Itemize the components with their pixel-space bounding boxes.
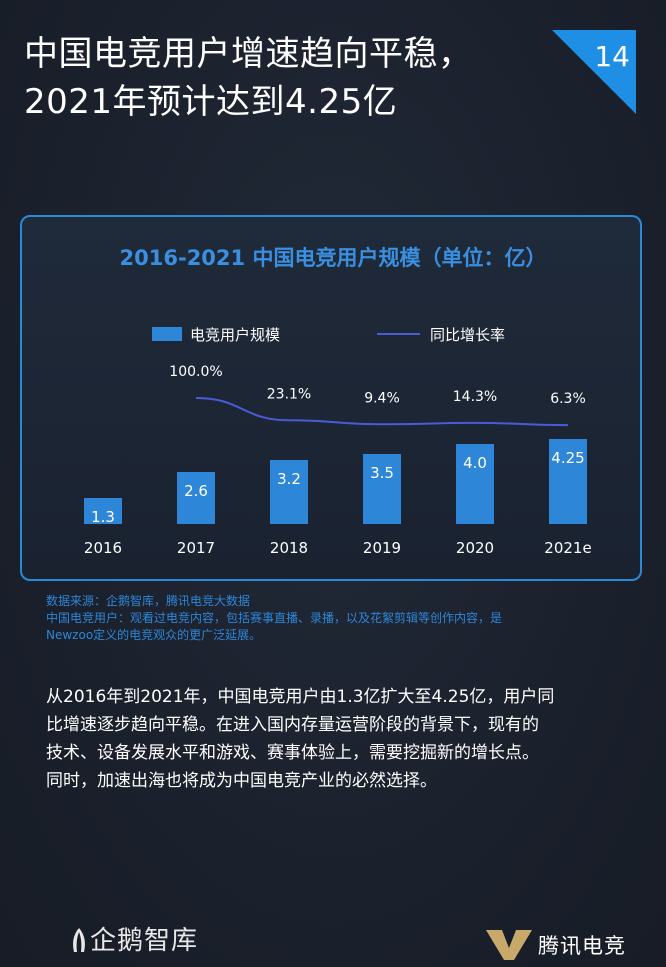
body-line-3: 技术、设备发展水平和游戏、赛事体验上，需要挖掘新的增长点。 bbox=[46, 743, 539, 763]
page-number-badge: 14 bbox=[552, 30, 636, 114]
page-title: 中国电竞用户增速趋向平稳， 2021年预计达到4.25亿 bbox=[24, 30, 564, 126]
legend-bar-swatch bbox=[152, 327, 182, 341]
growth-label-2019: 9.4% bbox=[364, 390, 400, 406]
chart-legend: 电竞用户规模 同比增长率 bbox=[152, 326, 505, 344]
growth-label-2018: 23.1% bbox=[267, 386, 311, 402]
penguin-logo-icon bbox=[70, 927, 88, 953]
x-axis: 2016 2017 2018 2019 2020 2021e bbox=[84, 539, 592, 557]
corner-triangle-icon bbox=[552, 30, 636, 114]
bar-label-2018: 3.2 bbox=[277, 470, 301, 488]
source-line-2: 中国电竞用户：观看过电竞内容，包括赛事直播、录播，以及花絮剪辑等创作内容，是 bbox=[46, 611, 503, 625]
x-tick-2017: 2017 bbox=[177, 539, 215, 557]
footer-left-brand: 企鹅智库 bbox=[90, 926, 199, 956]
bar-label-2021e: 4.25 bbox=[551, 449, 584, 467]
bar-2021e bbox=[549, 439, 587, 524]
growth-line-layer: 100.0% 23.1% 9.4% 14.3% 6.3% bbox=[169, 364, 586, 427]
legend-bar-label: 电竞用户规模 bbox=[190, 326, 280, 344]
bar-2020 bbox=[456, 444, 494, 524]
growth-line bbox=[195, 397, 569, 427]
body-line-1: 从2016年到2021年，中国电竞用户由1.3亿扩大至4.25亿，用户同 bbox=[46, 687, 555, 707]
growth-label-2020: 14.3% bbox=[453, 389, 497, 405]
footer-right-brand: 腾讯电竞 bbox=[538, 934, 626, 958]
x-tick-2020: 2020 bbox=[456, 539, 494, 557]
bars-layer: 1.3 2.6 3.2 3.5 4.0 4.25 bbox=[84, 439, 587, 526]
source-line-1: 数据来源：企鹅智库，腾讯电竞大数据 bbox=[46, 594, 251, 608]
x-tick-2021e: 2021e bbox=[544, 539, 591, 557]
growth-label-2021e: 6.3% bbox=[550, 391, 586, 407]
x-tick-2018: 2018 bbox=[270, 539, 308, 557]
growth-label-2017: 100.0% bbox=[169, 364, 222, 380]
bar-2016 bbox=[84, 498, 122, 524]
body-line-2: 比增速逐步趋向平稳。在进入国内存量运营阶段的背景下，现有的 bbox=[46, 715, 539, 735]
source-line-3: Newzoo定义的电竞观众的更广泛延展。 bbox=[46, 628, 262, 642]
v-emblem-icon bbox=[486, 930, 532, 960]
chart-card: 2016-2021 中国电竞用户规模（单位：亿） 电竞用户规模 同比增长率 1.… bbox=[20, 215, 642, 581]
title-line-2: 2021年预计达到4.25亿 bbox=[24, 82, 398, 122]
x-tick-2019: 2019 bbox=[363, 539, 401, 557]
bar-label-2017: 2.6 bbox=[184, 482, 208, 500]
source-notes: 数据来源：企鹅智库，腾讯电竞大数据 中国电竞用户：观看过电竞内容，包括赛事直播、… bbox=[46, 593, 636, 644]
bar-2019 bbox=[363, 454, 401, 524]
footer-right-logo: 腾讯电竞 bbox=[486, 930, 626, 960]
chart-title: 2016-2021 中国电竞用户规模（单位：亿） bbox=[120, 246, 547, 270]
bar-label-2020: 4.0 bbox=[463, 454, 487, 472]
title-line-1: 中国电竞用户增速趋向平稳， bbox=[24, 34, 473, 74]
bar-line-chart: 2016-2021 中国电竞用户规模（单位：亿） 电竞用户规模 同比增长率 1.… bbox=[84, 246, 592, 557]
legend-line-label: 同比增长率 bbox=[430, 326, 505, 344]
bar-label-2016: 1.3 bbox=[91, 508, 115, 526]
bar-label-2019: 3.5 bbox=[370, 464, 394, 482]
page-number: 14 bbox=[594, 40, 630, 73]
body-line-4: 同时，加速出海也将成为中国电竞产业的必然选择。 bbox=[46, 771, 437, 791]
bar-2017 bbox=[177, 472, 215, 524]
footer-left-logo: 企鹅智库 bbox=[70, 920, 198, 957]
x-tick-2016: 2016 bbox=[84, 539, 122, 557]
bar-2018 bbox=[270, 460, 308, 524]
body-paragraph: 从2016年到2021年，中国电竞用户由1.3亿扩大至4.25亿，用户同 比增速… bbox=[46, 683, 636, 795]
